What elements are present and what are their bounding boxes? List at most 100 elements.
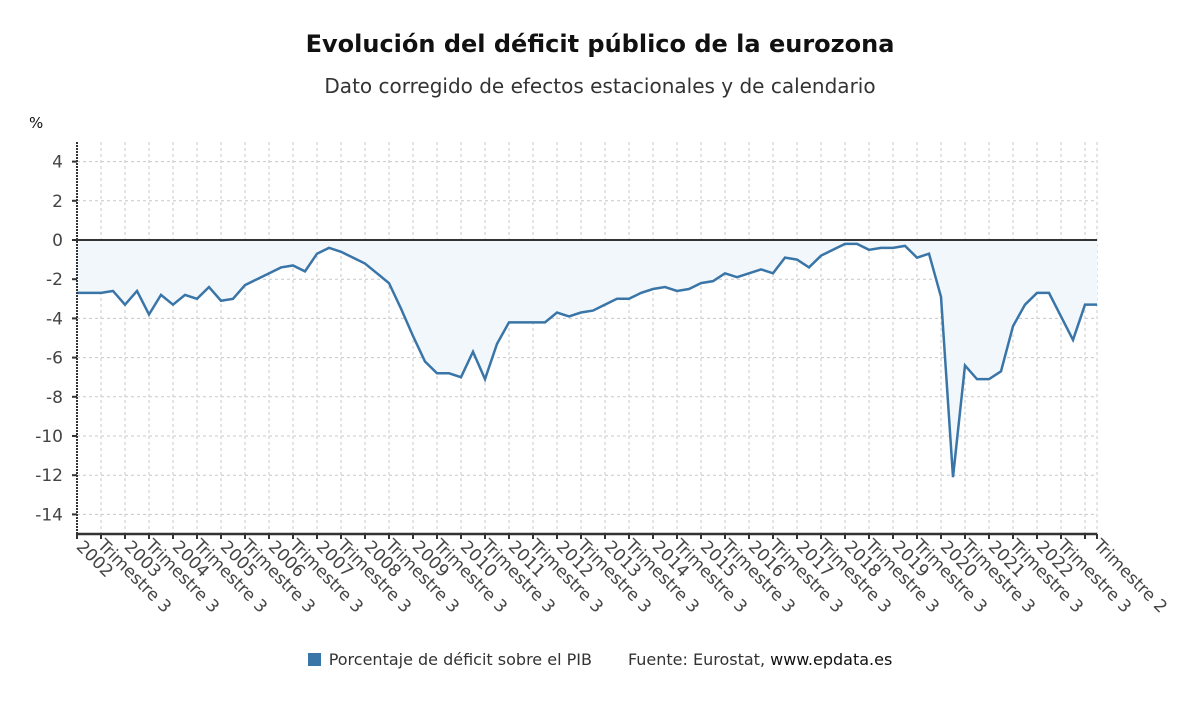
data-point: [926, 251, 932, 257]
data-point: [470, 349, 476, 355]
data-point: [890, 245, 896, 251]
data-point: [686, 286, 692, 292]
data-point: [458, 374, 464, 380]
data-point: [134, 288, 140, 294]
data-point: [542, 319, 548, 325]
data-point: [182, 292, 188, 298]
data-point: [794, 257, 800, 263]
data-point: [1034, 290, 1040, 296]
data-point: [482, 376, 488, 382]
data-point: [1046, 290, 1052, 296]
data-point: [554, 310, 560, 316]
y-tick-label: 0: [52, 231, 63, 251]
data-point: [806, 264, 812, 270]
data-point: [650, 286, 656, 292]
data-point: [950, 474, 956, 480]
y-axis-unit-label: %: [29, 114, 44, 132]
data-point: [566, 313, 572, 319]
data-point: [830, 247, 836, 253]
data-point: [518, 319, 524, 325]
data-point: [698, 280, 704, 286]
y-tick-label: 4: [52, 153, 63, 173]
y-tick-label: -8: [46, 388, 63, 408]
source-prefix: Fuente: Eurostat,: [627, 650, 771, 669]
data-point: [614, 296, 620, 302]
data-point: [242, 282, 248, 288]
data-point: [158, 292, 164, 298]
data-point: [638, 290, 644, 296]
data-point: [578, 310, 584, 316]
data-point: [194, 296, 200, 302]
data-point: [1082, 302, 1088, 308]
data-point: [842, 241, 848, 247]
data-point: [998, 368, 1004, 374]
data-point: [878, 245, 884, 251]
chart-title: Evolución del déficit público de la euro…: [305, 30, 895, 58]
data-point: [662, 284, 668, 290]
legend-swatch-icon: [307, 653, 321, 666]
y-tick-label: 2: [52, 192, 63, 212]
data-point: [938, 294, 944, 300]
data-point: [146, 311, 152, 317]
legend: Porcentaje de déficit sobre el PIB Fuent…: [0, 650, 1200, 669]
data-point: [962, 362, 968, 368]
y-tick-label: -4: [46, 309, 63, 329]
data-point: [1058, 313, 1064, 319]
data-point: [1070, 337, 1076, 343]
data-point: [206, 284, 212, 290]
data-point: [422, 359, 428, 365]
data-point: [98, 290, 104, 296]
data-point: [302, 268, 308, 274]
data-point: [866, 247, 872, 253]
legend-label: Porcentaje de déficit sobre el PIB: [328, 650, 592, 669]
grid: [77, 142, 1098, 534]
data-point: [734, 274, 740, 280]
data-point: [602, 302, 608, 308]
data-point: [506, 319, 512, 325]
chart-subtitle: Dato corregido de efectos estacionales y…: [324, 74, 876, 98]
y-tick-label: -10: [35, 427, 63, 447]
data-point: [1094, 302, 1100, 308]
data-point: [254, 276, 260, 282]
data-point: [530, 319, 536, 325]
data-point: [590, 308, 596, 314]
data-point: [362, 261, 368, 267]
data-point: [854, 241, 860, 247]
legend-item-deficit[interactable]: Porcentaje de déficit sobre el PIB: [307, 650, 592, 669]
y-tick-label: -12: [35, 466, 63, 486]
data-point: [746, 270, 752, 276]
data-point: [314, 251, 320, 257]
data-point: [1022, 302, 1028, 308]
source-link[interactable]: www.epdata.es: [770, 650, 893, 669]
data-point: [398, 306, 404, 312]
data-point: [170, 302, 176, 308]
data-point: [110, 288, 116, 294]
data-point: [770, 270, 776, 276]
y-tick-label: -2: [46, 270, 63, 290]
data-point: [674, 288, 680, 294]
y-tick-label: -14: [35, 505, 63, 525]
data-point: [386, 280, 392, 286]
data-point: [626, 296, 632, 302]
data-point: [278, 264, 284, 270]
data-point: [122, 302, 128, 308]
data-point: [1010, 323, 1016, 329]
data-point: [722, 270, 728, 276]
data-point: [914, 255, 920, 261]
data-point: [902, 243, 908, 249]
data-point: [326, 245, 332, 251]
data-point: [374, 270, 380, 276]
data-point: [86, 290, 92, 296]
data-point: [974, 376, 980, 382]
data-point: [494, 341, 500, 347]
data-point: [782, 255, 788, 261]
data-point: [434, 370, 440, 376]
data-point: [230, 296, 236, 302]
data-point: [266, 270, 272, 276]
deficit-area-fill: [77, 240, 1097, 478]
data-point: [290, 262, 296, 268]
data-point: [338, 249, 344, 255]
data-point: [218, 298, 224, 304]
data-point: [818, 253, 824, 259]
